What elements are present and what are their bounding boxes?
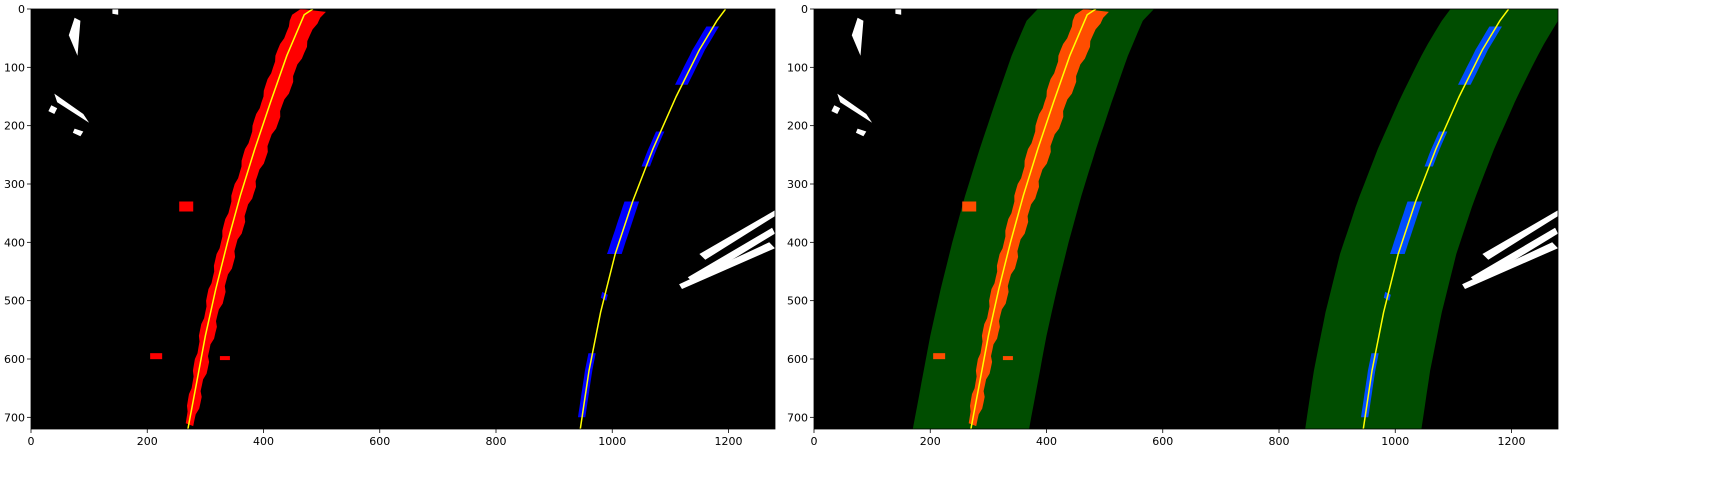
left-lane-pixels	[185, 9, 326, 427]
image-background	[31, 9, 775, 429]
y-tick-label: 500	[787, 295, 808, 308]
y-tick-label: 200	[4, 120, 25, 133]
noise-pixels	[687, 227, 775, 284]
right-fit-line	[1362, 9, 1510, 429]
noise-pixels	[1470, 227, 1558, 284]
x-tick-label: 1000	[598, 435, 626, 448]
noise-pixels	[48, 105, 58, 114]
x-tick-label: 1000	[1381, 435, 1409, 448]
x-tick-label: 600	[369, 435, 390, 448]
left-lane-blob	[150, 353, 163, 360]
y-tick-label: 700	[787, 411, 808, 424]
y-tick-label: 500	[4, 295, 25, 308]
right-lane-pixels	[1390, 201, 1423, 254]
noise-pixels	[112, 9, 119, 15]
noise-pixels	[851, 17, 864, 56]
left-fit-line	[187, 9, 314, 429]
right-fit-line	[579, 9, 727, 429]
y-tick-label: 200	[787, 120, 808, 133]
x-tick-label: 1200	[715, 435, 743, 448]
y-tick-label: 300	[787, 178, 808, 191]
y-tick-label: 100	[787, 61, 808, 74]
noise-pixels	[855, 128, 867, 137]
noise-pixels	[1482, 210, 1558, 260]
left-search-margin	[912, 9, 1154, 429]
left-lane-pixels	[968, 9, 1109, 427]
noise-pixels	[68, 17, 81, 56]
noise-pixels	[699, 210, 775, 260]
y-tick-label: 700	[4, 411, 25, 424]
y-tick-label: 600	[787, 353, 808, 366]
right-panel: 0 200 400 600 800 1000 1200 0 100 200 300 400 500 600…	[787, 3, 1559, 448]
right-lane-pixels	[607, 201, 640, 254]
noise-pixels	[72, 128, 84, 137]
x-tick-label: 800	[486, 435, 507, 448]
x-tick-label: 400	[253, 435, 274, 448]
x-tick-label: 0	[28, 435, 35, 448]
y-tick-label: 100	[4, 61, 25, 74]
left-lane-blob	[179, 201, 194, 212]
left-fit-line	[970, 9, 1097, 429]
x-tick-label: 200	[137, 435, 158, 448]
left-lane-blob	[1002, 356, 1013, 361]
left-lane-blob	[219, 356, 230, 361]
left-lane-blob	[933, 353, 946, 360]
y-tick-label: 0	[801, 3, 808, 16]
noise-pixels	[837, 93, 873, 123]
noise-pixels	[831, 105, 841, 114]
left-lane-blob	[962, 201, 977, 212]
left-panel: 0 200 400 600 800 1000 1200 0 100 200 300 400 500 600…	[4, 3, 776, 448]
y-tick-label: 400	[4, 236, 25, 249]
noise-pixels	[679, 242, 775, 289]
x-tick-label: 1200	[1498, 435, 1526, 448]
x-tick-label: 600	[1152, 435, 1173, 448]
noise-pixels	[895, 9, 902, 15]
x-tick-label: 0	[811, 435, 818, 448]
y-tick-label: 400	[787, 236, 808, 249]
y-tick-label: 600	[4, 353, 25, 366]
axes-frame	[30, 8, 776, 430]
axes-frame	[813, 8, 1559, 430]
y-tick-label: 0	[18, 3, 25, 16]
noise-pixels	[1462, 242, 1558, 289]
x-tick-label: 200	[920, 435, 941, 448]
noise-pixels	[54, 93, 90, 123]
y-tick-label: 300	[4, 178, 25, 191]
right-search-margin	[1305, 9, 1558, 429]
x-tick-label: 800	[1269, 435, 1290, 448]
x-tick-label: 400	[1036, 435, 1057, 448]
